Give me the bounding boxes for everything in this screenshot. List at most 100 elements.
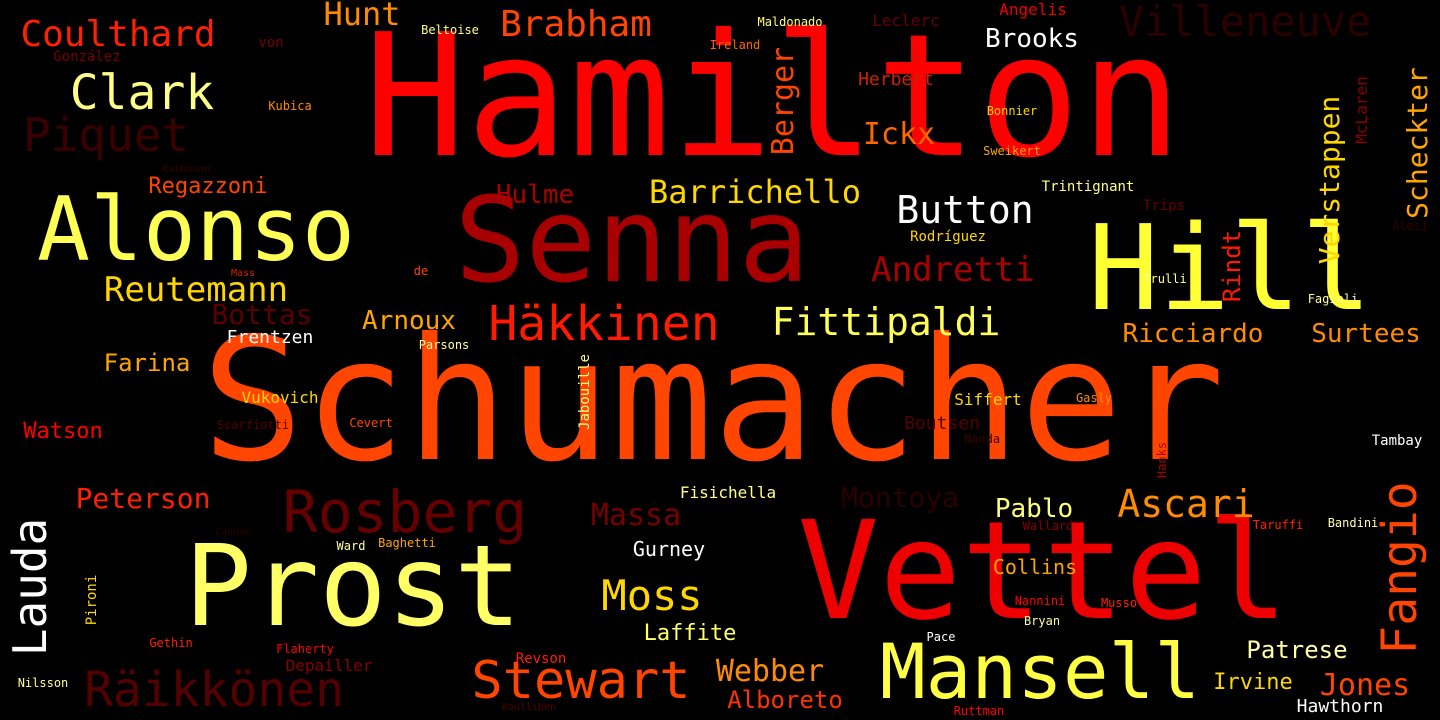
word-hill: Hill (1087, 199, 1373, 337)
word-maldonado: Maldonado (757, 15, 823, 29)
word-parsons: Parsons (418, 338, 470, 352)
word-beltoise: Beltoise (421, 23, 479, 37)
word-moss: Moss (601, 571, 703, 620)
word-ruttman: Ruttman (953, 704, 1005, 718)
word-fisichella: Fisichella (679, 483, 777, 502)
word-collins: Collins (992, 555, 1078, 579)
word-gethin: Gethin (149, 636, 193, 650)
word-vukovich: Vukovich (241, 388, 319, 407)
word-rindt: Rindt (1218, 229, 1246, 303)
word-pironi: Pironi (84, 574, 100, 626)
word-arnoux: Arnoux (362, 306, 456, 336)
word-clark: Clark (69, 65, 215, 121)
word-coulthard: Coulthard (20, 14, 216, 55)
word-senna: Senna (454, 171, 810, 309)
word-ireland: Ireland (709, 38, 761, 52)
word-watson: Watson (23, 419, 103, 444)
word-fittipaldi: Fittipaldi (771, 300, 1001, 344)
word-andretti: Andretti (871, 250, 1035, 290)
word-montoya: Montoya (840, 481, 960, 514)
word-baghetti: Baghetti (378, 536, 436, 550)
word-verstappen: Verstappen (1313, 95, 1346, 265)
word-hakkinen: Häkkinen (488, 296, 720, 352)
word-cannon: Cannon (214, 527, 252, 538)
word-gonzalez: González (53, 49, 121, 65)
word-laffite: Laffite (643, 621, 737, 646)
word-siffert: Siffert (954, 390, 1022, 409)
word-hulme: Hulme (495, 180, 575, 210)
word-leclerc: Leclerc (872, 11, 940, 30)
word-wallard: Wallard (1022, 519, 1074, 533)
word-nannini: Nannini (1014, 594, 1066, 608)
word-de: de (413, 264, 429, 278)
word-pablo: Pablo (994, 494, 1074, 524)
word-alboreto: Alboreto (727, 686, 843, 714)
word-nanda: Nanda (963, 432, 1001, 446)
word-nilsson: Nilsson (17, 676, 69, 690)
word-musso: Musso (1100, 596, 1138, 610)
word-raikkonen: Räikkönen (83, 662, 345, 718)
word-piquet: Piquet (22, 108, 190, 162)
word-stewart: Stewart (471, 651, 691, 711)
word-bandini: Bandini (1327, 516, 1379, 530)
word-von: von (258, 35, 284, 51)
word-flaherty: Flaherty (276, 642, 334, 656)
word-rathmann: Rathmann (161, 164, 211, 175)
word-vettel: Vettel (797, 493, 1289, 651)
word-taruffi: Taruffi (1252, 518, 1304, 532)
word-sweikert: Sweikert (983, 144, 1041, 158)
word-tambay: Tambay (1371, 433, 1423, 449)
word-fangio: Fangio (1372, 481, 1428, 655)
word-rodellini: Koulliben (501, 702, 557, 713)
word-farina: Farina (103, 349, 191, 377)
word-brabham: Brabham (500, 4, 652, 45)
word-hunt: Hunt (323, 0, 401, 33)
word-massa: Massa (590, 498, 682, 533)
word-scarfiotti: Scarfiotti (216, 418, 290, 432)
word-hamilton: Hamilton (363, 0, 1183, 196)
word-revson: Revson (515, 651, 567, 667)
word-jabouille: Jabouille (577, 354, 593, 430)
word-bonnier: Bonnier (986, 104, 1038, 118)
word-gasly: Gasly (1075, 391, 1113, 405)
word-surtees: Surtees (1311, 319, 1421, 349)
word-trips: Trips (1142, 198, 1186, 214)
word-hanks: Hanks (1155, 441, 1169, 479)
word-frentzen: Frentzen (226, 327, 314, 348)
word-prost: Prost (184, 522, 522, 652)
word-rosberg: Rosberg (282, 478, 528, 546)
word-fagioli: Fagioli (1307, 292, 1359, 306)
word-alonso: Alonso (37, 178, 355, 281)
word-mass: Mass (230, 268, 256, 279)
word-hawthorn: Hawthorn (1296, 696, 1384, 717)
word-ricciardo: Ricciardo (1122, 319, 1264, 349)
word-schumacher: Schumacher (201, 302, 1225, 500)
word-webber: Webber (715, 654, 825, 689)
word-pace: Pace (926, 630, 956, 644)
word-berger: Berger (766, 46, 801, 156)
word-kubica: Kubica (268, 99, 312, 113)
word-depailler: Depailler (285, 656, 373, 675)
word-button: Button (896, 188, 1034, 232)
word-gurney: Gurney (632, 537, 706, 561)
word-irvine: Irvine (1213, 670, 1293, 695)
word-bryan: Bryan (1023, 614, 1061, 628)
word-angelis: Angelis (999, 0, 1067, 19)
word-herbert: Herbert (858, 69, 934, 90)
word-jones: Jones (1319, 668, 1411, 703)
word-trintignant: Trintignant (1041, 179, 1135, 195)
word-scheckter: Scheckter (1401, 67, 1434, 219)
word-brooks: Brooks (985, 24, 1079, 54)
word-ickx: Ickx (862, 117, 936, 152)
word-peterson: Peterson (75, 482, 211, 515)
word-trulli: Trulli (1143, 272, 1187, 286)
word-ascari: Ascari (1117, 482, 1255, 526)
word-boutsen: Boutsen (904, 413, 980, 434)
word-mansell: Mansell (879, 627, 1201, 716)
word-mclaren: McLaren (1352, 76, 1371, 144)
word-villeneuve: Villeneuve (1118, 0, 1372, 46)
word-lauda: Lauda (3, 517, 57, 657)
word-bottas: Bottas (211, 298, 313, 331)
word-ward: Ward (336, 539, 366, 553)
word-regazzoni: Regazzoni (148, 174, 268, 199)
